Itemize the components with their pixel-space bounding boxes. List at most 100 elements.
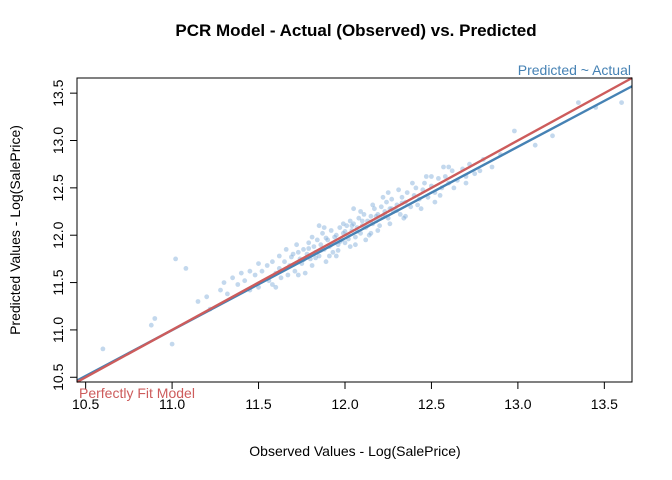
data-point xyxy=(384,199,389,205)
data-point xyxy=(353,234,358,240)
data-point xyxy=(408,204,414,210)
x-tick-label: 10.5 xyxy=(72,396,99,412)
data-point xyxy=(363,237,369,243)
data-point xyxy=(302,270,308,276)
data-point xyxy=(283,247,289,252)
data-point xyxy=(415,202,420,208)
data-point xyxy=(306,240,312,246)
data-point xyxy=(401,215,407,221)
fit-lines xyxy=(76,76,633,384)
y-tick-label: 11.0 xyxy=(50,317,66,343)
data-point xyxy=(358,209,363,214)
data-point xyxy=(442,174,448,179)
data-point xyxy=(183,266,189,271)
data-point xyxy=(477,168,483,174)
data-point xyxy=(252,272,258,278)
data-point xyxy=(320,230,325,236)
data-point xyxy=(294,242,299,248)
data-point xyxy=(173,256,179,262)
x-tick-label: 11.0 xyxy=(159,396,185,412)
data-point xyxy=(399,194,405,200)
data-point xyxy=(576,100,581,105)
data-point xyxy=(264,263,270,268)
data-point xyxy=(325,237,331,243)
data-point xyxy=(321,225,327,231)
data-point xyxy=(169,341,175,347)
data-point xyxy=(387,221,393,227)
data-point xyxy=(218,287,223,293)
data-point xyxy=(446,164,452,170)
data-point xyxy=(397,212,403,217)
y-tick-label: 13.5 xyxy=(50,79,66,106)
data-point xyxy=(332,234,337,240)
data-point xyxy=(221,280,227,285)
x-tick-label: 13.5 xyxy=(591,396,618,412)
data-point xyxy=(337,225,343,231)
data-point xyxy=(353,242,358,248)
data-point xyxy=(247,268,253,274)
data-point xyxy=(372,206,377,212)
data-point xyxy=(389,196,395,202)
data-point xyxy=(359,218,365,224)
data-point xyxy=(532,142,538,148)
data-point xyxy=(351,221,356,227)
data-point xyxy=(204,294,210,300)
data-point xyxy=(276,253,282,259)
data-point xyxy=(309,234,315,240)
data-point xyxy=(347,244,353,250)
x-tick-label: 12.0 xyxy=(331,396,358,412)
data-point xyxy=(195,299,201,304)
data-point xyxy=(342,229,348,234)
data-point xyxy=(375,228,381,233)
data-point xyxy=(356,215,362,221)
data-point xyxy=(451,185,457,191)
data-point xyxy=(429,174,434,179)
data-point xyxy=(432,199,438,205)
data-point xyxy=(512,128,517,134)
perfect-fit-line xyxy=(76,76,633,384)
data-point xyxy=(318,242,324,248)
data-point xyxy=(278,275,284,281)
data-point xyxy=(270,259,275,265)
data-point xyxy=(152,316,158,321)
data-point xyxy=(282,259,287,265)
data-point xyxy=(333,253,339,259)
data-point xyxy=(396,187,401,193)
data-point xyxy=(316,253,322,259)
data-point xyxy=(463,180,469,186)
y-tick-label: 11.5 xyxy=(50,269,66,295)
data-point xyxy=(314,237,320,243)
data-point xyxy=(377,223,382,229)
data-point xyxy=(323,259,329,265)
data-point xyxy=(238,270,244,276)
data-point xyxy=(378,204,384,210)
data-point xyxy=(292,268,298,274)
data-point xyxy=(410,180,415,186)
y-tick-label: 12.5 xyxy=(50,174,66,201)
data-point xyxy=(380,194,386,200)
data-point xyxy=(273,284,279,290)
data-point xyxy=(550,133,555,139)
data-point xyxy=(441,164,446,170)
data-point xyxy=(330,249,336,255)
y-tick-label: 10.5 xyxy=(50,363,66,390)
data-point xyxy=(423,174,429,179)
data-point xyxy=(403,213,408,219)
data-point xyxy=(351,206,356,212)
data-point xyxy=(489,164,495,170)
data-point xyxy=(100,346,106,352)
y-axis: 10.5 11.0 11.5 12.0 12.5 13.0 13.5 xyxy=(50,79,77,391)
data-point xyxy=(347,218,353,224)
data-point xyxy=(295,272,301,278)
data-point xyxy=(333,232,339,238)
data-point xyxy=(437,193,443,198)
data-point xyxy=(404,190,410,196)
data-point xyxy=(313,255,318,261)
x-tick-label: 11.5 xyxy=(245,396,271,412)
data-point xyxy=(242,278,248,284)
x-tick-label: 13.0 xyxy=(504,396,531,412)
data-point xyxy=(340,221,346,227)
predicted-line-label: Predicted ~ Actual xyxy=(518,62,631,78)
